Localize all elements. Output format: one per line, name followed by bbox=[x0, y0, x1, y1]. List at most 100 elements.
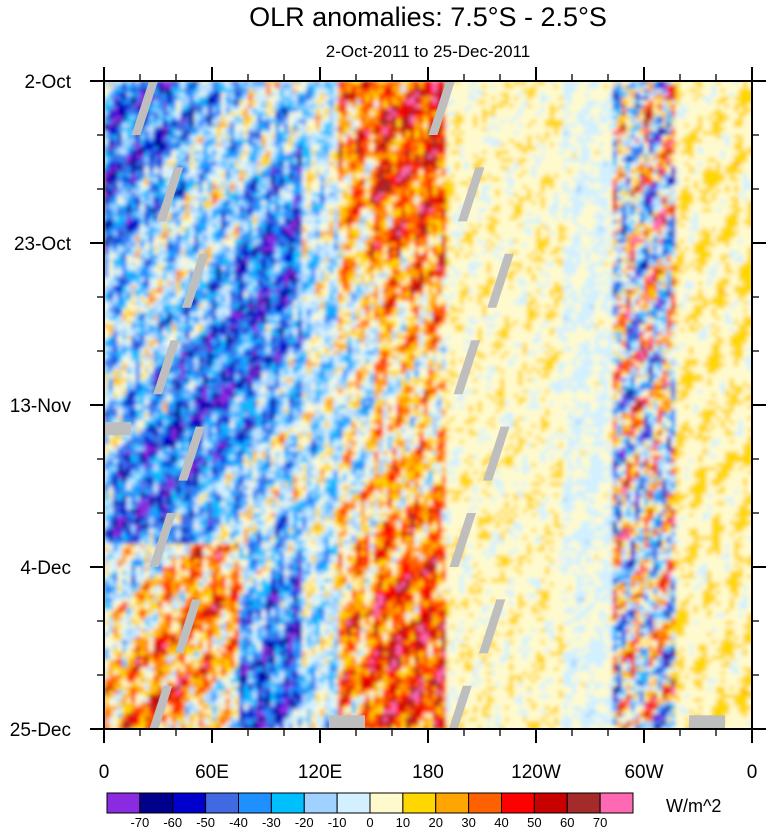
heatmap-cell bbox=[469, 96, 474, 100]
heatmap-cell bbox=[212, 120, 217, 124]
heatmap-cell bbox=[352, 104, 357, 108]
heatmap-cell bbox=[725, 93, 730, 97]
heatmap-cell bbox=[118, 104, 123, 108]
heatmap-cell bbox=[217, 116, 222, 120]
heatmap-cell bbox=[514, 100, 519, 104]
heatmap-cell bbox=[478, 112, 483, 116]
heatmap-cell bbox=[136, 104, 141, 108]
heatmap-cell bbox=[680, 85, 685, 89]
heatmap-cell bbox=[518, 108, 523, 112]
heatmap-cell bbox=[595, 85, 600, 89]
heatmap-cell bbox=[262, 127, 267, 131]
heatmap-cell bbox=[473, 112, 478, 116]
heatmap-cell bbox=[271, 85, 276, 89]
heatmap-cell bbox=[482, 96, 487, 100]
heatmap-cell bbox=[707, 120, 712, 124]
heatmap-cell bbox=[631, 112, 636, 116]
heatmap-cell bbox=[194, 108, 199, 112]
heatmap-cell bbox=[370, 93, 375, 97]
heatmap-cell bbox=[356, 93, 361, 97]
heatmap-cell bbox=[550, 108, 555, 112]
heatmap-cell bbox=[730, 100, 735, 104]
heatmap-cell bbox=[289, 120, 294, 124]
heatmap-cell bbox=[167, 96, 172, 100]
heatmap-cell bbox=[235, 100, 240, 104]
heatmap-cell bbox=[469, 120, 474, 124]
heatmap-cell bbox=[707, 116, 712, 120]
heatmap-cell bbox=[541, 123, 546, 127]
heatmap-cell bbox=[613, 104, 618, 108]
heatmap-cell bbox=[419, 89, 424, 93]
heatmap-cell bbox=[608, 85, 613, 89]
heatmap-cell bbox=[707, 93, 712, 97]
heatmap-cell bbox=[491, 93, 496, 97]
heatmap-cell bbox=[667, 116, 672, 120]
heatmap-cell bbox=[545, 120, 550, 124]
heatmap-cell bbox=[500, 112, 505, 116]
heatmap-cell bbox=[496, 89, 501, 93]
heatmap-cell bbox=[419, 96, 424, 100]
heatmap-cell bbox=[140, 89, 145, 93]
heatmap-cell bbox=[572, 116, 577, 120]
heatmap-cell bbox=[491, 96, 496, 100]
heatmap-cell bbox=[379, 85, 384, 89]
heatmap-cell bbox=[500, 116, 505, 120]
heatmap-cell bbox=[212, 104, 217, 108]
heatmap-cell bbox=[181, 108, 186, 112]
heatmap-cell bbox=[545, 100, 550, 104]
plot-area bbox=[104, 81, 753, 740]
heatmap-cell bbox=[464, 104, 469, 108]
heatmap-cell bbox=[235, 96, 240, 100]
heatmap-cell bbox=[298, 108, 303, 112]
heatmap-cell bbox=[410, 100, 415, 104]
heatmap-cell bbox=[622, 89, 627, 93]
heatmap-cell bbox=[379, 93, 384, 97]
heatmap-cell bbox=[653, 120, 658, 124]
heatmap-cell bbox=[212, 93, 217, 97]
heatmap-cell bbox=[370, 120, 375, 124]
heatmap-cell bbox=[410, 104, 415, 108]
heatmap-cell bbox=[622, 93, 627, 97]
heatmap-cell bbox=[253, 123, 258, 127]
heatmap-cell bbox=[361, 123, 366, 127]
heatmap-cell bbox=[446, 116, 451, 120]
heatmap-cell bbox=[365, 85, 370, 89]
heatmap-cell bbox=[167, 120, 172, 124]
heatmap-cell bbox=[680, 123, 685, 127]
heatmap-cell bbox=[725, 116, 730, 120]
heatmap-cell bbox=[505, 123, 510, 127]
heatmap-cell bbox=[608, 112, 613, 116]
heatmap-cell bbox=[379, 108, 384, 112]
heatmap-cell bbox=[280, 123, 285, 127]
heatmap-cell bbox=[316, 123, 321, 127]
heatmap-cell bbox=[176, 96, 181, 100]
heatmap-cell bbox=[536, 112, 541, 116]
heatmap-cell bbox=[199, 93, 204, 97]
heatmap-cell bbox=[590, 123, 595, 127]
heatmap-cell bbox=[631, 96, 636, 100]
heatmap-cell bbox=[226, 100, 231, 104]
heatmap-cell bbox=[658, 123, 663, 127]
heatmap-cell bbox=[599, 85, 604, 89]
heatmap-cell bbox=[739, 120, 744, 124]
heatmap-cell bbox=[743, 108, 748, 112]
heatmap-cell bbox=[293, 100, 298, 104]
heatmap-cell bbox=[608, 123, 613, 127]
heatmap-cell bbox=[743, 85, 748, 89]
heatmap-cell bbox=[500, 104, 505, 108]
heatmap-cell bbox=[446, 120, 451, 124]
heatmap-cell bbox=[262, 100, 267, 104]
heatmap-cell bbox=[271, 100, 276, 104]
heatmap-cell bbox=[428, 108, 433, 112]
chart-title: OLR anomalies: 7.5°S - 2.5°S bbox=[249, 2, 607, 32]
heatmap-cell bbox=[343, 108, 348, 112]
heatmap-cell bbox=[473, 104, 478, 108]
heatmap-cell bbox=[586, 93, 591, 97]
heatmap-cell bbox=[347, 108, 352, 112]
heatmap-cell bbox=[689, 116, 694, 120]
heatmap-cell bbox=[487, 100, 492, 104]
heatmap-cell bbox=[307, 108, 312, 112]
heatmap-cell bbox=[266, 120, 271, 124]
heatmap-cell bbox=[230, 120, 235, 124]
heatmap-cell bbox=[635, 104, 640, 108]
